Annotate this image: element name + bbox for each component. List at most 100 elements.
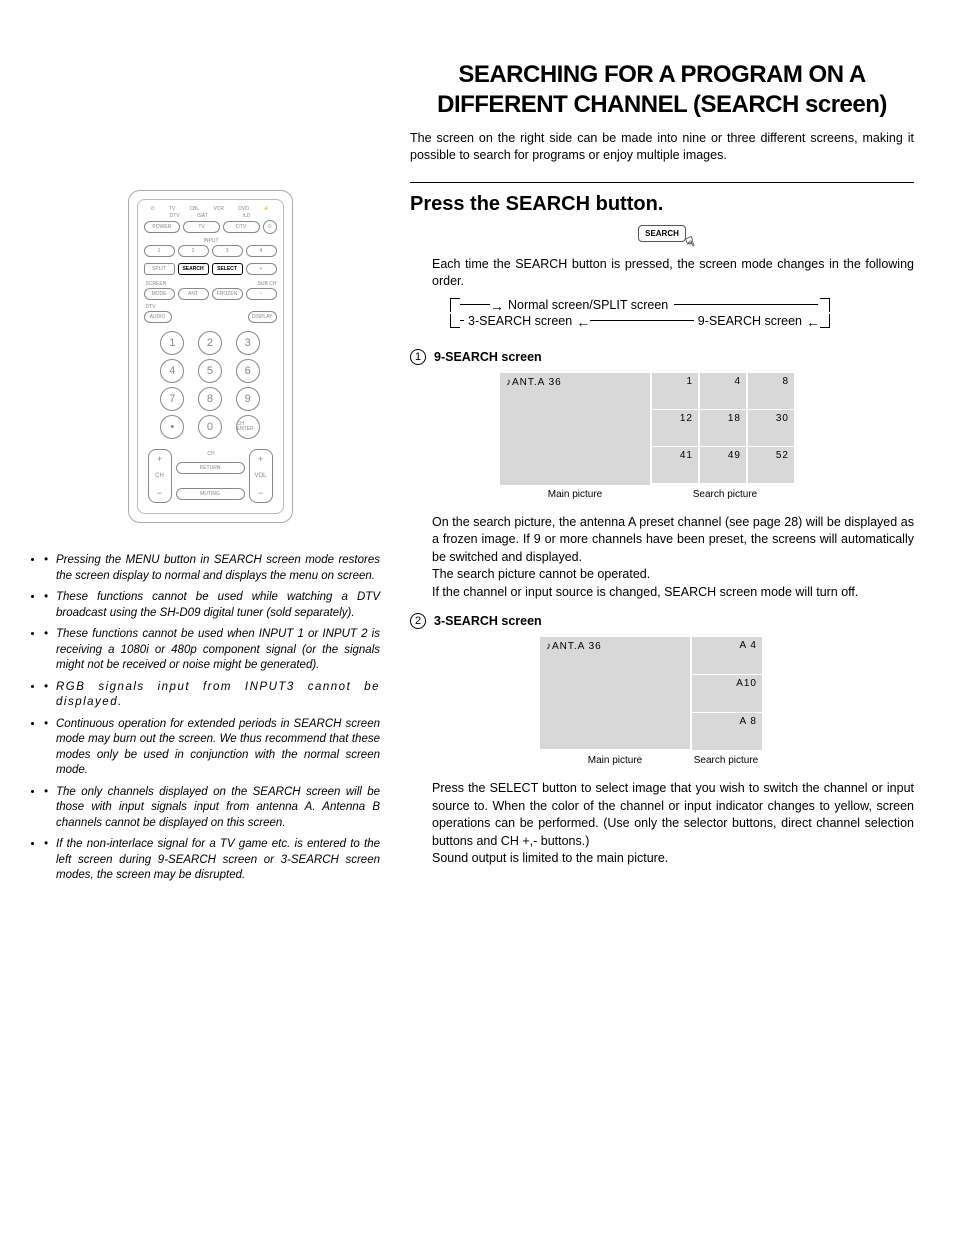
grid-cell: 30 [748, 410, 794, 446]
remote-num-7: 7 [160, 387, 184, 411]
subsection-3-search: 2 3-SEARCH screen ♪ANT.A 36 A 4 A10 A 8 … [410, 613, 914, 868]
grid-cell: A10 [692, 675, 762, 712]
remote-mode-btn: MODE [144, 288, 175, 300]
screen-mode-flow-diagram: → Normal screen/SPLIT screen 3-SEARCH sc… [450, 297, 830, 329]
remote-plus-btn: + [246, 263, 277, 275]
note-item: If the non-interlace signal for a TV gam… [44, 837, 380, 884]
remote-minus-btn: − [246, 288, 277, 300]
remote-num-4: 4 [160, 359, 184, 383]
remote-top-label: ⚡ [263, 206, 269, 212]
remote-num-8: 8 [198, 387, 222, 411]
note-item: These functions cannot be used while wat… [44, 590, 380, 621]
note-item: RGB signals input from INPUT3 cannot be … [44, 680, 380, 711]
remote-muting-btn: MUTING [176, 488, 245, 500]
remote-power-btn: POWER [144, 221, 181, 233]
main-picture-box: ♪ANT.A 36 [540, 637, 690, 749]
remote-top-label: TV [169, 206, 175, 212]
remote-return-btn: RETURN [176, 462, 245, 474]
intro-text: The screen on the right side can be made… [410, 130, 914, 164]
remote-dtv-btn: DTV [223, 221, 260, 233]
remote-standby-btn: ⏻ [263, 220, 277, 234]
note-item: These functions cannot be used when INPU… [44, 627, 380, 674]
circled-2: 2 [410, 613, 426, 629]
search-button-icon: SEARCH ☟ [638, 225, 686, 242]
sub1-body: On the search picture, the antenna A pre… [432, 514, 914, 602]
remote-num-5: 5 [198, 359, 222, 383]
remote-top-label2: /SAT [197, 213, 208, 219]
grid-cell: 49 [700, 447, 746, 483]
sub2-title: 3-SEARCH screen [434, 614, 542, 628]
grid-cell: 8 [748, 373, 794, 409]
remote-input-3: 3 [212, 245, 243, 257]
remote-input-4: 4 [246, 245, 277, 257]
grid-cell: A 4 [692, 637, 762, 674]
remote-num-0: 0 [198, 415, 222, 439]
flow-normal: Normal screen/SPLIT screen [504, 298, 672, 312]
search-button-figure: SEARCH ☟ [410, 224, 914, 242]
remote-top-label: CBL [189, 206, 199, 212]
grid-cell: 12 [652, 410, 698, 446]
grid-cell: 18 [700, 410, 746, 446]
remote-top-label: DVD [238, 206, 249, 212]
grid-cell: 52 [748, 447, 794, 483]
remote-top-label2: DTV [170, 213, 180, 219]
remote-input-1: 1 [144, 245, 175, 257]
remote-top-label: ⏻ [151, 206, 155, 212]
remote-top-label2: /LD [243, 213, 251, 219]
main-picture-label: Main picture [500, 489, 650, 500]
remote-display-btn: DISPLAY [248, 311, 277, 323]
screen-section-label: SCREEN [146, 281, 167, 287]
flow-three: 3-SEARCH screen [464, 314, 576, 328]
remote-audio-btn: AUDIO [144, 311, 172, 323]
remote-search-btn: SEARCH [178, 263, 209, 275]
section-heading: Press the SEARCH button. [410, 193, 914, 216]
sub2-body: Press the SELECT button to select image … [432, 780, 914, 868]
remote-vol-rocker: + VOL − [249, 449, 273, 503]
remote-control-diagram: ⏻ TV CBL VCR DVD ⚡ DTV /SAT /LD POWER [128, 190, 293, 523]
sub1-title: 9-SEARCH screen [434, 350, 542, 364]
antenna-label: ♪ANT.A 36 [546, 641, 602, 652]
antenna-label: ♪ANT.A 36 [506, 377, 562, 388]
main-picture-label: Main picture [540, 755, 690, 766]
subch-section-label: SUB CH [258, 281, 277, 287]
remote-ch-enter: CH ENTER [236, 415, 260, 439]
remote-top-label: VCR [213, 206, 224, 212]
search-picture-label: Search picture [650, 489, 800, 500]
grid-cell: 1 [652, 373, 698, 409]
remote-num-3: 3 [236, 331, 260, 355]
subsection-9-search: 1 9-SEARCH screen ♪ANT.A 36 1 4 8 12 18 … [410, 349, 914, 602]
remote-frozen-btn: FROZEN [212, 288, 243, 300]
grid-cell: 41 [652, 447, 698, 483]
three-search-figure: ♪ANT.A 36 A 4 A10 A 8 Main picture Searc… [540, 637, 914, 766]
divider [410, 182, 914, 183]
grid-cell: 4 [700, 373, 746, 409]
main-picture-box: ♪ANT.A 36 [500, 373, 650, 485]
page-title: SEARCHING FOR A PROGRAM ON A DIFFERENT C… [410, 60, 914, 120]
search-grid-9: 1 4 8 12 18 30 41 49 52 [650, 373, 794, 485]
remote-input-2: 2 [178, 245, 209, 257]
search-col-3: A 4 A10 A 8 [692, 637, 762, 751]
cycle-intro: Each time the SEARCH button is pressed, … [432, 256, 914, 291]
remote-num-dot: • [160, 415, 184, 439]
hand-icon: ☟ [684, 233, 698, 252]
remote-num-6: 6 [236, 359, 260, 383]
note-item: Continuous operation for extended period… [44, 717, 380, 779]
remote-num-2: 2 [198, 331, 222, 355]
remote-tv-btn: TV [183, 221, 220, 233]
note-item: The only channels displayed on the SEARC… [44, 785, 380, 832]
circled-1: 1 [410, 349, 426, 365]
remote-num-9: 9 [236, 387, 260, 411]
remote-num-1: 1 [160, 331, 184, 355]
nine-search-figure: ♪ANT.A 36 1 4 8 12 18 30 41 49 52 [500, 373, 914, 500]
search-picture-label: Search picture [690, 755, 762, 766]
remote-numpad: 1 2 3 4 5 6 7 8 9 • 0 CH ENTER [154, 329, 267, 441]
remote-ch-rocker: + CH − [148, 449, 172, 503]
remote-ant-btn: ANT [178, 288, 209, 300]
input-section-label: INPUT [146, 238, 277, 244]
grid-cell: A 8 [692, 713, 762, 750]
remote-select-btn: SELECT [212, 263, 243, 275]
notes-list: Pressing the MENU button in SEARCH scree… [40, 553, 380, 884]
note-item: Pressing the MENU button in SEARCH scree… [44, 553, 380, 584]
flow-nine: 9-SEARCH screen [694, 314, 806, 328]
remote-split-btn: SPLIT [144, 263, 175, 275]
